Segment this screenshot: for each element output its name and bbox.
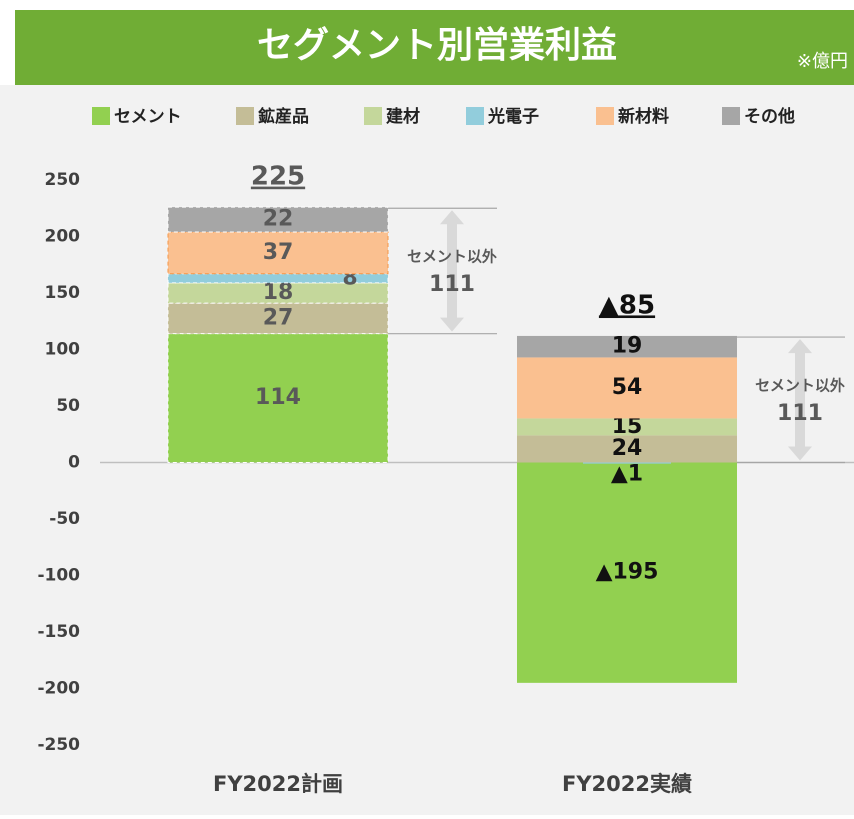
- y-tick-label: -50: [49, 509, 80, 529]
- legend-label: 新材料: [618, 106, 669, 127]
- y-tick-label: 150: [45, 283, 81, 303]
- double-arrow: [440, 210, 464, 332]
- bar-segment: [517, 435, 737, 463]
- legend-label: 鉱産品: [258, 106, 309, 127]
- data-label: 22: [263, 207, 294, 232]
- annotation-text: セメント以外: [755, 376, 845, 394]
- total-label: 225: [251, 162, 305, 192]
- bar-segment: [517, 462, 737, 683]
- bar-segment: [167, 282, 389, 304]
- y-tick-label: -250: [37, 735, 80, 755]
- y-tick-label: 0: [68, 453, 80, 473]
- unit-label: ※億円: [797, 51, 848, 72]
- data-label: 114: [255, 385, 301, 410]
- data-label: 37: [263, 240, 294, 265]
- data-label: ▲1: [611, 462, 643, 487]
- data-label: 19: [612, 334, 643, 359]
- y-tick-label: 200: [45, 227, 81, 247]
- data-label: 18: [263, 280, 294, 305]
- double-arrow: [788, 339, 812, 461]
- legend-label: 建材: [386, 106, 420, 127]
- title-band: [15, 10, 854, 85]
- legend-swatch: [364, 107, 382, 125]
- y-tick-label: -150: [37, 622, 80, 642]
- total-label: ▲85: [599, 290, 655, 320]
- bar-segment: [167, 231, 389, 275]
- data-label: 24: [612, 436, 643, 461]
- chart-title: セグメント別営業利益: [257, 25, 617, 66]
- legend-label: 光電子: [487, 106, 539, 127]
- bar-segment: [583, 462, 671, 464]
- x-tick-label: FY2022実績: [562, 772, 692, 796]
- bar-segment: [517, 418, 737, 436]
- bar-segment: [517, 335, 737, 358]
- annotation-value: 111: [429, 272, 475, 297]
- legend-swatch: [236, 107, 254, 125]
- data-label: 54: [612, 375, 643, 400]
- bar-segment: [167, 273, 389, 284]
- legend-label: セメント: [114, 107, 182, 127]
- legend-swatch: [466, 107, 484, 125]
- data-label: ▲195: [596, 560, 659, 585]
- bar-segment: [167, 333, 389, 463]
- y-tick-label: -100: [37, 566, 80, 586]
- legend-swatch: [596, 107, 614, 125]
- legend-swatch: [722, 107, 740, 125]
- y-tick-label: 250: [45, 170, 81, 190]
- bar-segment: [517, 357, 737, 419]
- bar-segment: [167, 206, 389, 233]
- y-tick-label: -200: [37, 679, 80, 699]
- annotation-value: 111: [777, 401, 823, 426]
- bar-segment: [167, 302, 389, 335]
- y-tick-label: 50: [56, 396, 80, 416]
- data-label: 27: [263, 305, 294, 330]
- annotation-text: セメント以外: [407, 247, 497, 265]
- legend-swatch: [92, 107, 110, 125]
- y-tick-label: 100: [45, 340, 81, 360]
- x-tick-label: FY2022計画: [213, 772, 343, 796]
- legend-label: その他: [744, 106, 795, 127]
